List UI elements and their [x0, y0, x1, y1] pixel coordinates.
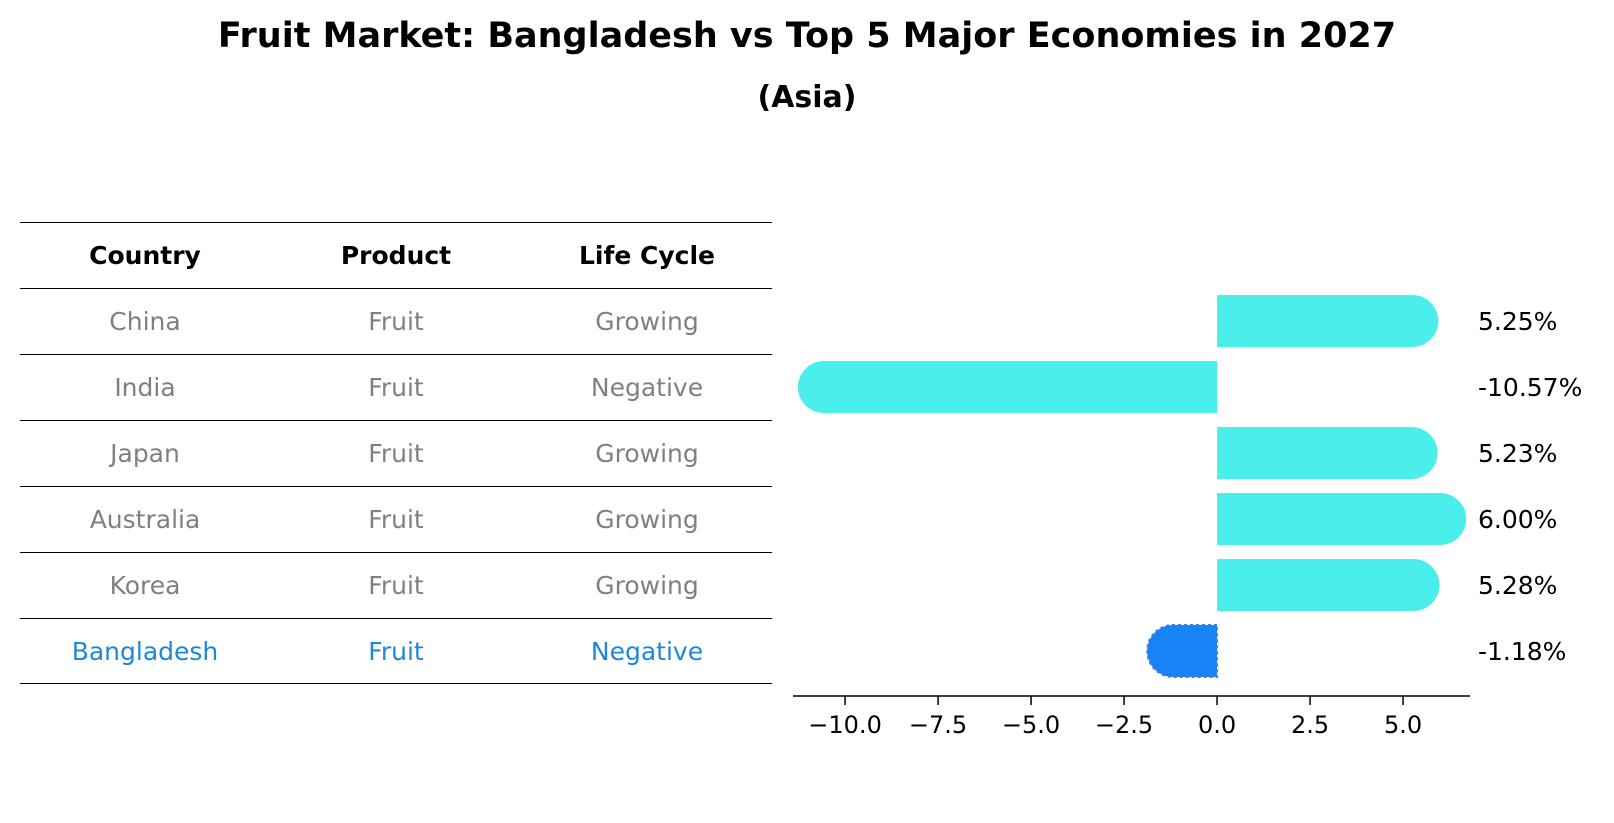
table-row: Australia Fruit Growing: [20, 486, 772, 552]
life-cycle-cell: Growing: [595, 571, 699, 600]
x-tick-label: −7.5: [909, 711, 967, 739]
country-cell: India: [114, 373, 176, 402]
life-cycle-cell: Growing: [595, 307, 699, 336]
bar-india: [797, 361, 1218, 413]
header-country: Country: [89, 241, 201, 270]
value-label: -10.57%: [1478, 373, 1582, 402]
product-cell: Fruit: [368, 307, 424, 336]
header-product: Product: [340, 241, 452, 270]
bar-korea: [1217, 559, 1440, 611]
table-row: Korea Fruit Growing: [20, 552, 772, 618]
table-row: China Fruit Growing: [20, 288, 772, 354]
bar-bangladesh: [1146, 624, 1219, 678]
x-tick-label: 2.5: [1291, 711, 1329, 739]
x-tick-label: 0.0: [1198, 711, 1236, 739]
header-life-cycle: Life Cycle: [578, 241, 716, 270]
value-label: 5.25%: [1478, 307, 1557, 336]
country-cell: Australia: [89, 505, 201, 534]
x-tick-label: −5.0: [1002, 711, 1060, 739]
bar-japan: [1217, 427, 1438, 479]
country-cell: China: [109, 307, 181, 336]
life-cycle-cell: Negative: [590, 373, 704, 402]
x-tick-label: −10.0: [808, 711, 882, 739]
life-cycle-cell: Growing: [595, 505, 699, 534]
value-label: 5.28%: [1478, 571, 1557, 600]
bar-china: [1217, 295, 1439, 347]
value-label: 6.00%: [1478, 505, 1557, 534]
table-row: Japan Fruit Growing: [20, 420, 772, 486]
value-label: -1.18%: [1478, 637, 1566, 666]
table-row: India Fruit Negative: [20, 354, 772, 420]
product-cell: Fruit: [368, 373, 424, 402]
chart-subtitle: (Asia): [757, 80, 857, 115]
country-cell: Korea: [109, 571, 181, 600]
chart-title: Fruit Market: Bangladesh vs Top 5 Major …: [217, 16, 1397, 56]
value-label: 5.23%: [1478, 439, 1557, 468]
product-cell: Fruit: [368, 571, 424, 600]
table-row-highlight: Bangladesh Fruit Negative: [20, 618, 772, 684]
product-cell: Fruit: [368, 505, 424, 534]
country-cell: Bangladesh: [71, 636, 219, 666]
country-cell: Japan: [110, 439, 180, 468]
x-tick-label: −2.5: [1095, 711, 1153, 739]
life-cycle-cell: Growing: [595, 439, 699, 468]
life-cycle-cell: Negative: [590, 636, 704, 666]
table-header: Country Product Life Cycle: [20, 222, 772, 288]
x-tick-label: 5.0: [1384, 711, 1422, 739]
product-cell: Fruit: [368, 636, 424, 666]
product-cell: Fruit: [368, 439, 424, 468]
bar-australia: [1217, 493, 1467, 545]
country-table: Country Product Life Cycle China Fruit G…: [20, 222, 772, 684]
header-row: Country Product Life Cycle: [20, 222, 772, 288]
table-body: China Fruit Growing India Fruit Negative…: [20, 288, 772, 684]
